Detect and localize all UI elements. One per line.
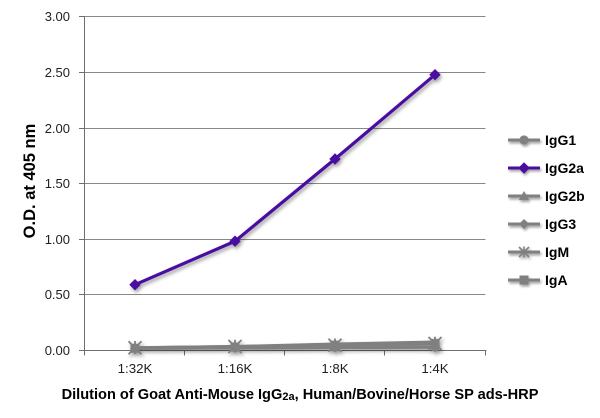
svg-text:IgG3: IgG3: [545, 216, 576, 232]
svg-text:2.00: 2.00: [45, 121, 70, 136]
svg-text:2.50: 2.50: [45, 65, 70, 80]
svg-text:IgG2b: IgG2b: [545, 188, 585, 204]
svg-text:0.50: 0.50: [45, 287, 70, 302]
svg-text:3.00: 3.00: [45, 9, 70, 24]
svg-text:IgG2a: IgG2a: [545, 160, 584, 176]
svg-text:1:16K: 1:16K: [218, 361, 253, 376]
svg-text:Dilution of Goat Anti-Mouse Ig: Dilution of Goat Anti-Mouse IgG2a, Human…: [62, 387, 539, 403]
svg-text:O.D. at 405 nm: O.D. at 405 nm: [21, 124, 39, 239]
svg-text:IgM: IgM: [545, 244, 569, 260]
svg-text:0.00: 0.00: [45, 343, 70, 358]
svg-text:1:8K: 1:8K: [321, 361, 348, 376]
svg-text:IgG1: IgG1: [545, 132, 576, 148]
svg-text:1.00: 1.00: [45, 232, 70, 247]
svg-text:IgA: IgA: [545, 272, 568, 288]
svg-text:1:32K: 1:32K: [118, 361, 153, 376]
svg-text:1.50: 1.50: [45, 176, 70, 191]
svg-text:1:4K: 1:4K: [421, 361, 448, 376]
